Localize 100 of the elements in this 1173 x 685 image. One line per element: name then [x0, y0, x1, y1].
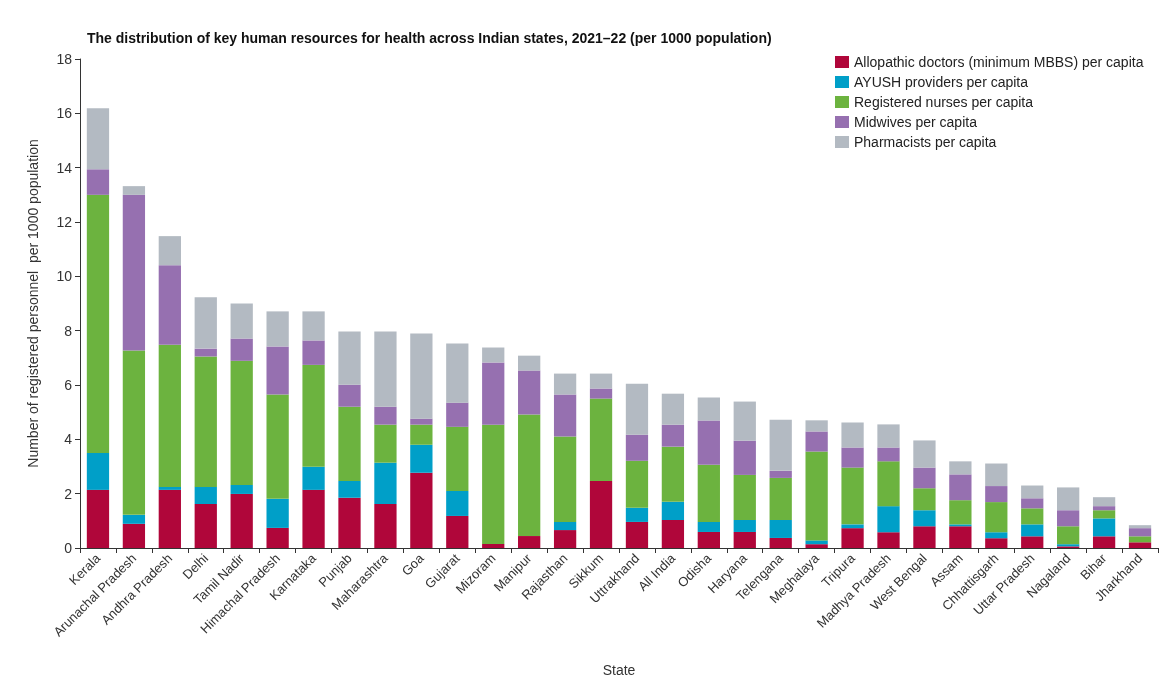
bar: [553, 521, 577, 531]
bar: [302, 311, 325, 341]
bar: [949, 474, 972, 501]
y-tick-label: 12: [56, 214, 73, 230]
bar: [1092, 506, 1116, 511]
legend-label: Pharmacists per capita: [854, 134, 997, 150]
bar: [805, 544, 828, 548]
bar: [805, 540, 828, 545]
bar: [877, 447, 900, 462]
bar: [266, 346, 289, 395]
bar: [877, 461, 900, 507]
y-tick-label: 18: [56, 51, 73, 67]
bar: [482, 362, 505, 425]
legend-label: Registered nurses per capita: [854, 94, 1034, 110]
bar: [769, 520, 792, 538]
bar: [230, 484, 253, 494]
bar: [1092, 518, 1116, 537]
bar: [589, 398, 613, 481]
y-tick-label: 14: [56, 159, 73, 176]
bar: [661, 501, 685, 521]
legend-label: AYUSH providers per capita: [854, 74, 1029, 90]
bar: [194, 297, 217, 349]
bar: [625, 383, 649, 435]
bar: [985, 502, 1008, 533]
bar: [158, 265, 181, 345]
bar: [661, 446, 685, 502]
bar: [625, 521, 649, 548]
bar: [1092, 510, 1116, 519]
bar: [625, 460, 649, 508]
bar: [697, 521, 720, 532]
bar: [841, 524, 864, 529]
y-tick-label: 8: [64, 322, 73, 339]
bar: [769, 470, 792, 478]
bar: [1092, 536, 1116, 548]
y-tick-label: 0: [64, 540, 73, 556]
x-tick-label: Goa: [398, 550, 428, 579]
bar: [446, 515, 469, 548]
bar: [1021, 536, 1044, 548]
bar: [733, 531, 756, 548]
bar: [374, 462, 397, 504]
bar: [446, 490, 469, 516]
bar: [338, 480, 361, 498]
bar: [410, 444, 433, 473]
bar: [733, 474, 756, 521]
bar: [482, 543, 505, 548]
bar: [553, 436, 577, 522]
bar: [661, 520, 685, 548]
bar: [841, 528, 864, 548]
bar: [1128, 525, 1152, 529]
bar: [1057, 510, 1080, 527]
bar: [374, 503, 397, 548]
bar: [518, 414, 541, 537]
bar: [877, 506, 900, 533]
bar: [1128, 542, 1152, 548]
bar: [733, 401, 756, 441]
bar: [1021, 508, 1044, 525]
bar: [841, 467, 864, 525]
bar: [338, 497, 361, 548]
bar: [949, 500, 972, 525]
bar: [158, 344, 181, 487]
bar: [302, 340, 325, 365]
bar: [410, 418, 433, 425]
y-tick-label: 10: [56, 268, 73, 285]
bar: [122, 523, 146, 548]
bar: [194, 486, 217, 504]
x-axis-title: State: [602, 662, 636, 678]
bar: [1128, 536, 1152, 543]
bar: [769, 537, 792, 548]
bar: [266, 498, 289, 528]
bar: [302, 489, 325, 548]
bar: [733, 440, 756, 475]
bar: [985, 532, 1008, 539]
bar: [697, 464, 720, 522]
chart-title: The distribution of key human resources for health across Indian states, 2021–22 (per 1000 population): [87, 30, 772, 46]
bar: [338, 384, 361, 407]
bar: [86, 452, 110, 490]
y-tick-label: 16: [56, 105, 73, 122]
bar: [446, 426, 469, 491]
bar: [1092, 497, 1116, 507]
y-tick-label: 4: [64, 431, 73, 448]
bar: [158, 486, 181, 490]
bar: [518, 370, 541, 415]
y-tick-label: 6: [64, 377, 73, 393]
legend-label: Midwives per capita: [854, 114, 978, 130]
bar: [661, 393, 685, 425]
bar: [913, 467, 936, 489]
bar: [805, 431, 828, 452]
bar: [697, 420, 720, 465]
bar: [589, 480, 613, 548]
bar: [1128, 528, 1152, 537]
bar: [230, 338, 253, 361]
bar: [86, 194, 110, 453]
bar: [86, 108, 110, 170]
bar: [230, 303, 253, 339]
bar: [194, 503, 217, 548]
bar: [553, 373, 577, 395]
y-tick-label: 2: [64, 485, 73, 502]
bar: [374, 424, 397, 463]
bar: [877, 532, 900, 548]
bar: [158, 489, 181, 548]
